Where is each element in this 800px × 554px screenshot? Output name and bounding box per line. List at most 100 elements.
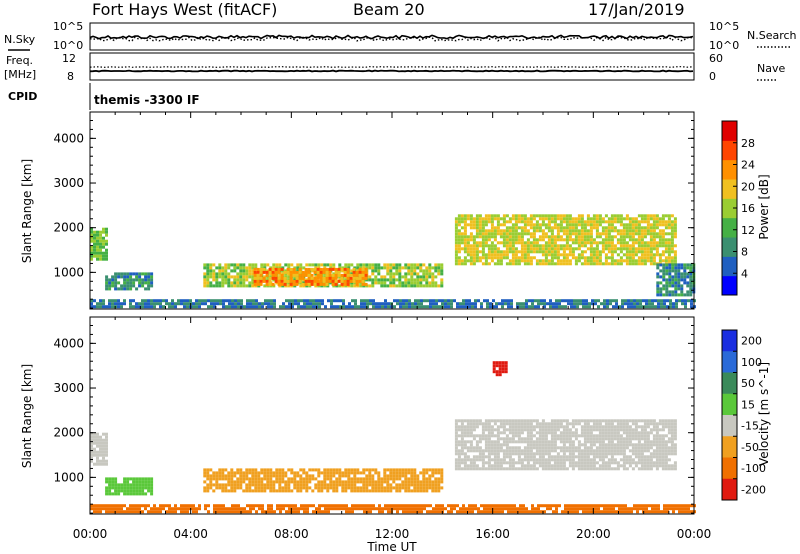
heatmap-cell <box>132 507 135 511</box>
heatmap-cell <box>378 305 381 309</box>
heatmap-cell <box>404 275 408 279</box>
heatmap-cell <box>277 282 281 286</box>
heatmap-cell <box>99 305 102 309</box>
heatmap-cell <box>487 440 491 444</box>
heatmap-cell <box>287 263 291 267</box>
heatmap-cell <box>261 507 264 511</box>
heatmap-cell <box>649 458 653 462</box>
heatmap-cell <box>601 232 605 236</box>
heatmap-cell <box>580 256 584 260</box>
heatmap-cell <box>432 305 435 309</box>
heatmap-cell <box>280 273 284 277</box>
heatmap-cell <box>288 302 291 306</box>
heatmap-cell <box>407 278 411 282</box>
heatmap-cell <box>293 480 297 484</box>
heatmap-cell <box>496 419 500 423</box>
heatmap-cell <box>347 480 351 484</box>
heatmap-cell <box>410 474 414 478</box>
heatmap-cell <box>583 446 587 450</box>
heatmap-cell <box>236 480 240 484</box>
heatmap-cell <box>586 437 590 441</box>
heatmap-cell <box>673 434 677 438</box>
heatmap-cell <box>343 267 347 271</box>
heatmap-cell <box>574 217 578 221</box>
heatmap-cell <box>343 273 347 277</box>
heatmap-cell <box>454 434 458 438</box>
heatmap-cell <box>299 284 303 288</box>
heatmap-cell <box>132 492 136 496</box>
heatmap-cell <box>281 486 285 490</box>
heatmap-cell <box>522 305 525 309</box>
heatmap-cell <box>215 278 219 282</box>
heatmap-cell <box>637 431 641 435</box>
heatmap-cell <box>413 263 417 267</box>
heatmap-cell <box>604 455 608 459</box>
heatmap-cell <box>654 510 657 514</box>
heatmap-cell <box>434 483 438 487</box>
heatmap-cell <box>532 244 536 248</box>
heatmap-cell <box>562 214 566 218</box>
heatmap-cell <box>498 370 502 374</box>
heatmap-cell <box>553 238 557 242</box>
heatmap-cell <box>377 272 381 276</box>
heatmap-cell <box>233 266 237 270</box>
heatmap-cell <box>312 299 315 303</box>
heatmap-cell <box>571 241 575 245</box>
heatmap-cell <box>496 253 500 257</box>
heatmap-cell <box>573 510 576 514</box>
heatmap-cell <box>686 293 690 297</box>
heatmap-cell <box>475 220 479 224</box>
heatmap-cell <box>254 474 258 478</box>
heatmap-cell <box>570 302 573 306</box>
heatmap-cell <box>344 263 348 267</box>
heatmap-cell <box>457 250 461 254</box>
heatmap-cell <box>257 489 261 493</box>
heatmap-cell <box>457 428 461 432</box>
heatmap-cell <box>505 428 509 432</box>
heatmap-cell <box>150 275 154 279</box>
heatmap-cell <box>183 302 186 306</box>
heatmap-cell <box>300 507 303 511</box>
heatmap-cell <box>658 241 662 245</box>
heatmap-cell <box>499 256 503 260</box>
heatmap-cell <box>661 253 665 257</box>
heatmap-cell <box>655 220 659 224</box>
heatmap-cell <box>640 455 644 459</box>
heatmap-cell <box>454 235 458 239</box>
heatmap-cell <box>478 422 482 426</box>
heatmap-cell <box>245 278 249 282</box>
heatmap-cell <box>405 305 408 309</box>
heatmap-cell <box>660 299 663 303</box>
heatmap-cell <box>323 480 327 484</box>
heatmap-cell <box>102 245 105 249</box>
heatmap-cell <box>392 278 396 282</box>
heatmap-cell <box>252 305 255 309</box>
heatmap-cell <box>607 431 611 435</box>
heatmap-cell <box>207 299 210 303</box>
heatmap-cell <box>362 486 366 490</box>
heatmap-cell <box>369 504 372 508</box>
heatmap-cell <box>242 275 246 279</box>
heatmap-cell <box>487 431 491 435</box>
heatmap-cell <box>90 438 93 442</box>
heatmap-cell <box>93 441 96 445</box>
heatmap-cell <box>628 238 632 242</box>
beam-title: Beam 20 <box>353 0 425 19</box>
heatmap-cell <box>93 447 96 451</box>
heatmap-cell <box>325 270 329 274</box>
heatmap-cell <box>440 263 444 267</box>
heatmap-cell <box>514 434 518 438</box>
heatmap-cell <box>517 214 521 218</box>
heatmap-cell <box>454 232 458 236</box>
heatmap-cell <box>434 471 438 475</box>
heatmap-cell <box>504 504 507 508</box>
heatmap-cell <box>628 449 632 453</box>
heatmap-cell <box>248 272 252 276</box>
heatmap-cell <box>487 455 491 459</box>
heatmap-cell <box>346 279 350 283</box>
heatmap-cell <box>90 245 93 249</box>
heatmap-cell <box>422 480 426 484</box>
heatmap-cell <box>230 489 234 493</box>
heatmap-cell <box>472 464 476 468</box>
heatmap-cell <box>594 504 597 508</box>
